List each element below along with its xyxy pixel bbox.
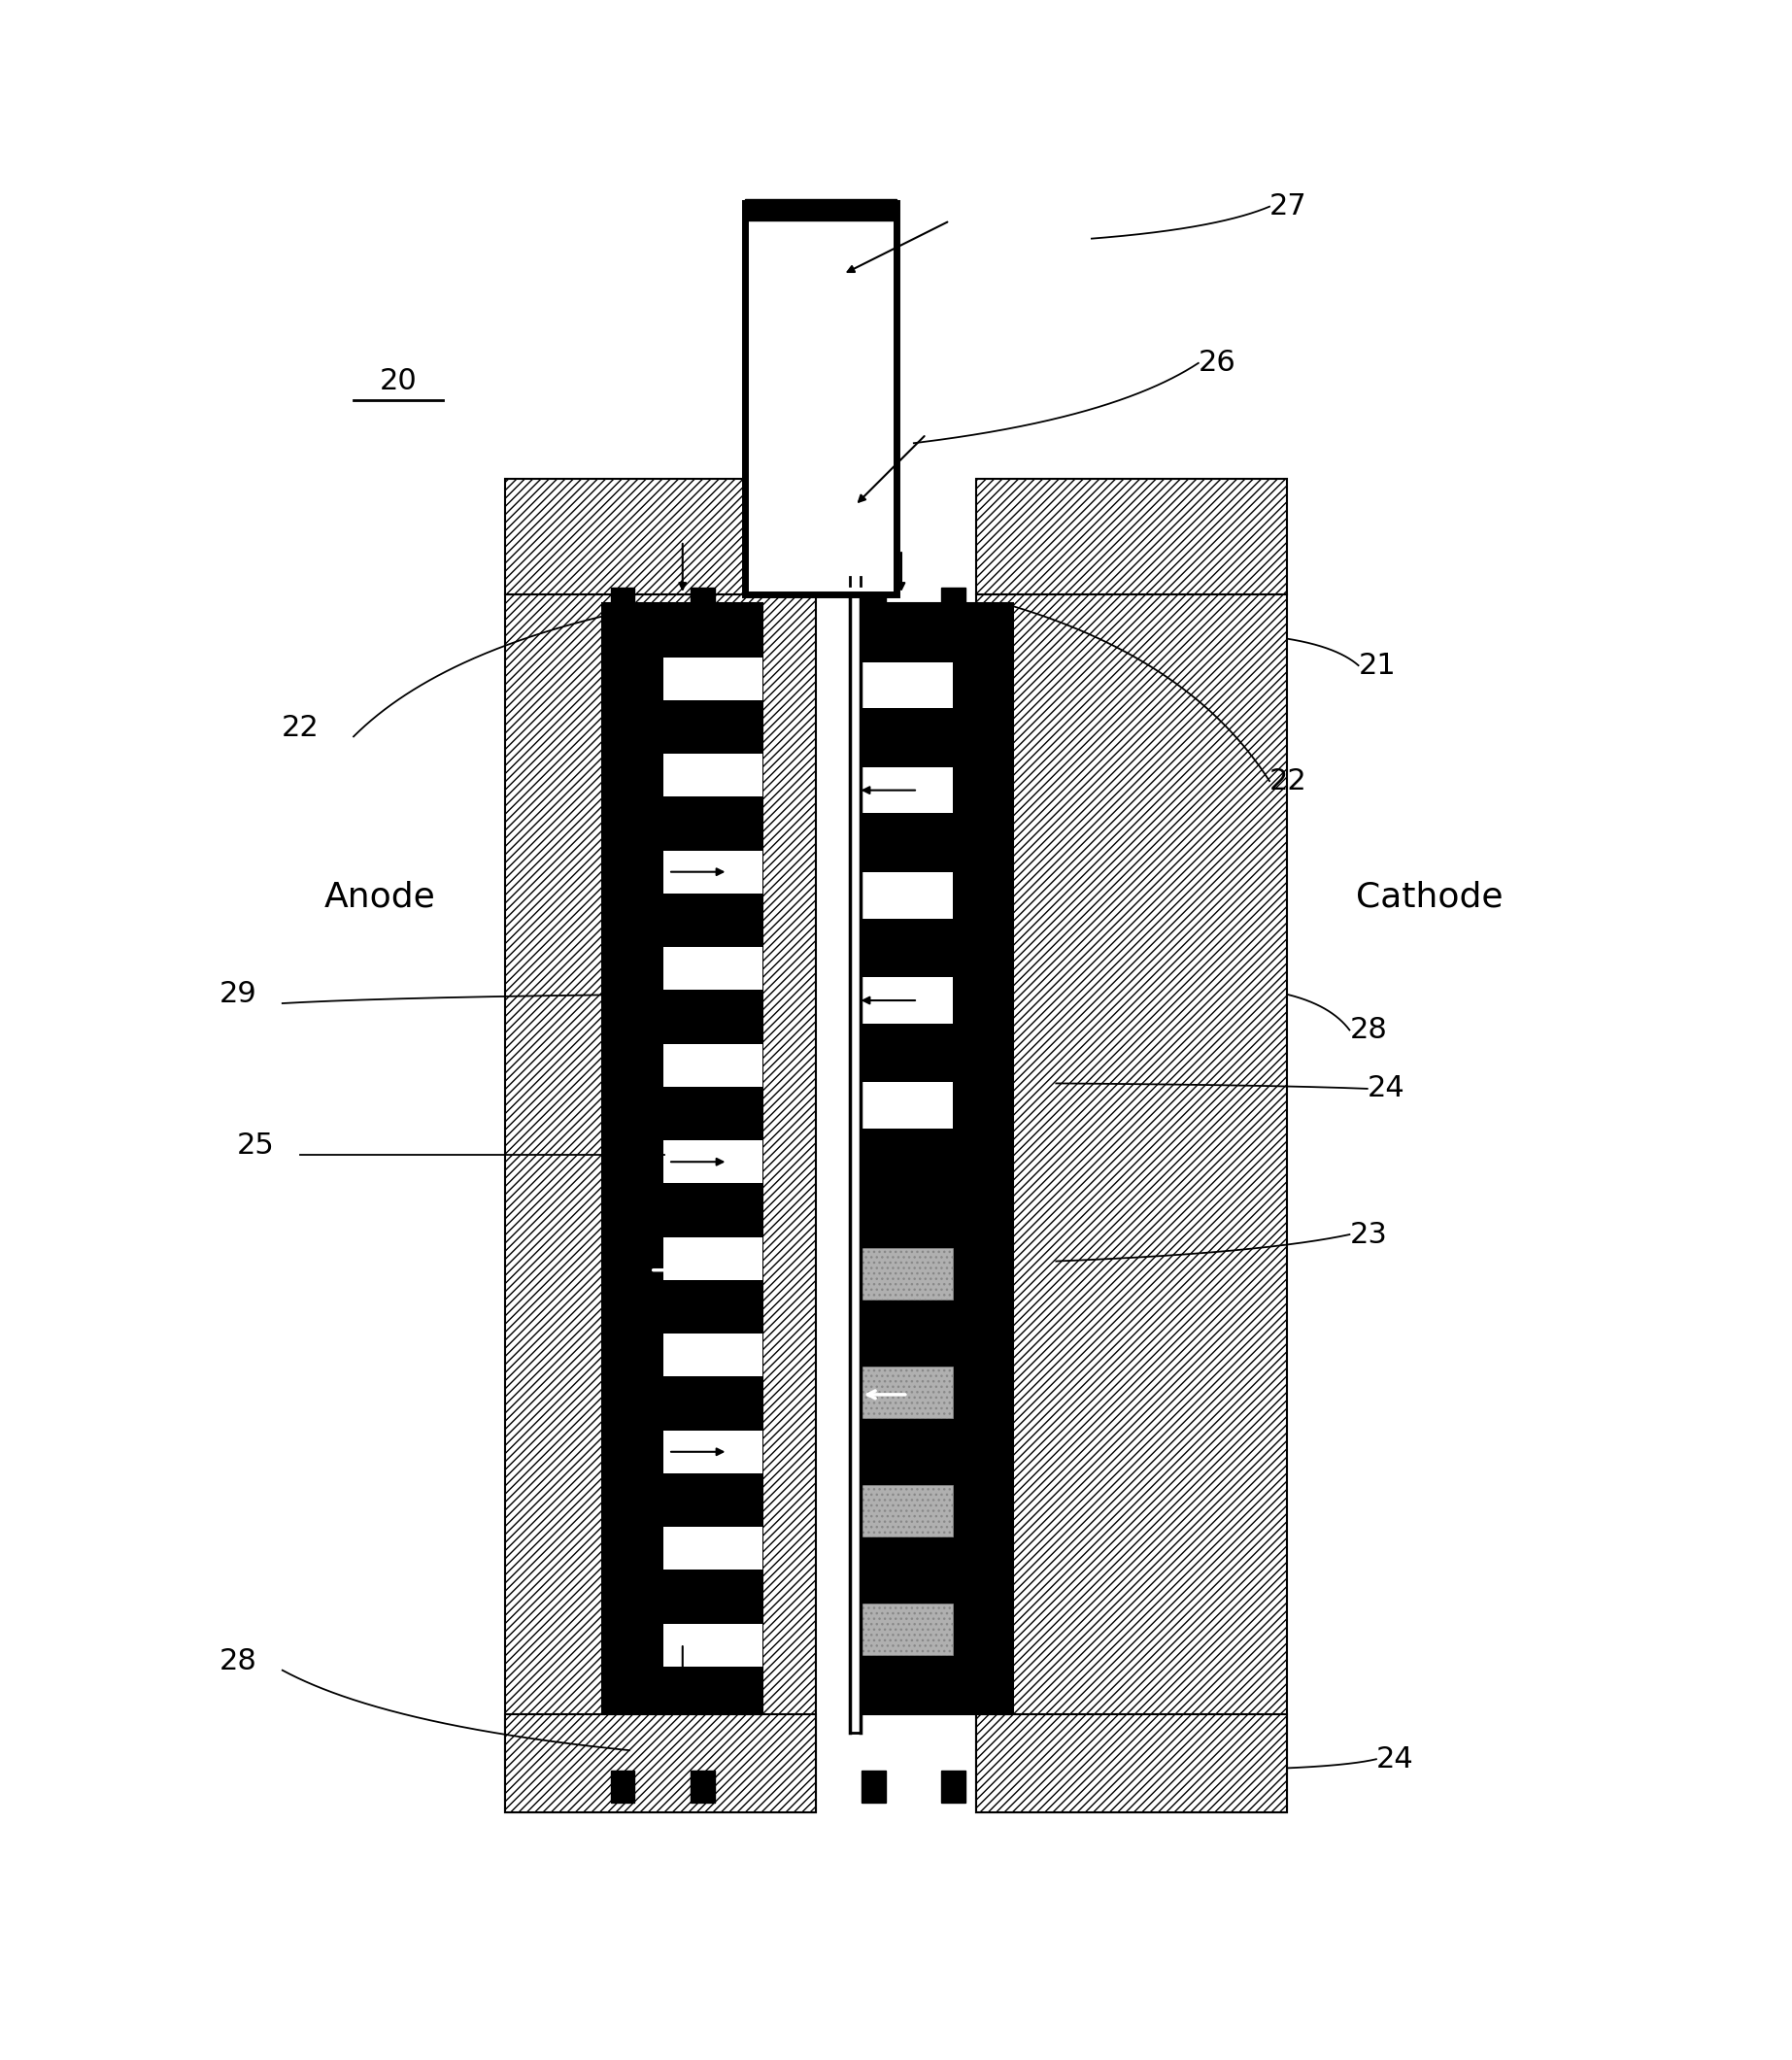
Bar <box>663 1044 763 1086</box>
Text: 21: 21 <box>1358 651 1396 680</box>
Text: 23: 23 <box>1349 1220 1387 1248</box>
Bar <box>853 1248 953 1300</box>
Bar <box>853 1366 953 1417</box>
Bar <box>853 1082 953 1129</box>
Text: 26: 26 <box>1199 348 1236 377</box>
Bar <box>663 754 763 797</box>
Bar <box>849 577 860 1732</box>
Text: 20: 20 <box>380 367 418 396</box>
Bar <box>663 851 763 894</box>
Bar <box>505 1714 815 1813</box>
Bar <box>853 1485 953 1537</box>
Bar <box>977 1714 1287 1813</box>
Bar <box>602 604 763 1714</box>
Bar <box>663 1430 763 1473</box>
Bar <box>505 593 815 1813</box>
Bar <box>853 1603 953 1656</box>
Bar <box>862 587 885 620</box>
Bar <box>611 587 634 620</box>
Bar <box>663 1623 763 1667</box>
Text: 25: 25 <box>237 1131 274 1160</box>
Text: 29: 29 <box>219 981 256 1009</box>
Bar <box>663 948 763 989</box>
Bar <box>853 766 953 814</box>
Bar <box>663 1526 763 1570</box>
Bar <box>853 871 953 919</box>
Bar <box>941 1772 966 1802</box>
Text: 22: 22 <box>1269 766 1306 795</box>
Text: 27: 27 <box>1269 192 1306 220</box>
Bar <box>611 1772 634 1802</box>
Bar <box>853 976 953 1024</box>
Bar <box>745 200 896 220</box>
Bar <box>977 478 1287 593</box>
Bar <box>941 587 966 620</box>
Text: 22: 22 <box>281 713 319 742</box>
Bar <box>745 204 896 593</box>
Bar <box>862 1772 885 1802</box>
Bar <box>663 657 763 700</box>
Bar <box>663 1238 763 1279</box>
Bar <box>977 593 1287 1813</box>
Bar <box>690 1772 715 1802</box>
Bar <box>853 661 953 709</box>
Text: Anode: Anode <box>324 880 435 913</box>
Bar <box>690 587 715 620</box>
Text: Cathode: Cathode <box>1357 880 1503 913</box>
Bar <box>663 1141 763 1182</box>
Text: 24: 24 <box>1367 1075 1405 1102</box>
Bar <box>505 478 815 593</box>
Text: 28: 28 <box>1349 1016 1387 1044</box>
Text: 24: 24 <box>1376 1745 1414 1774</box>
Text: 28: 28 <box>219 1648 256 1675</box>
Bar <box>663 1335 763 1376</box>
Bar <box>853 604 1014 1714</box>
